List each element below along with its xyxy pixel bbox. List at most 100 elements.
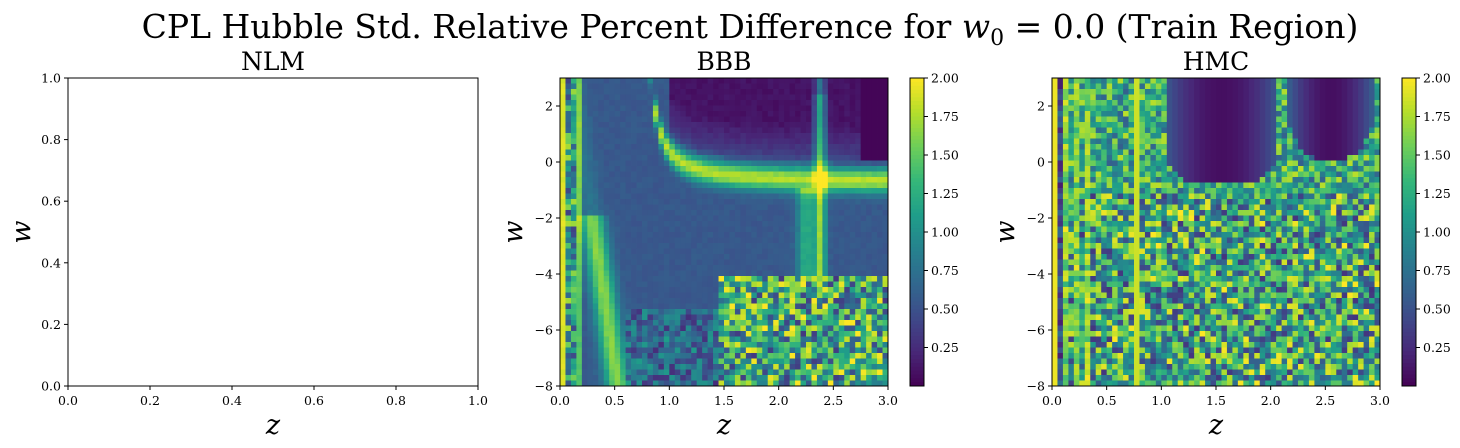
heat-cell bbox=[1325, 155, 1332, 161]
heat-cell bbox=[1194, 166, 1200, 172]
heat-cell bbox=[696, 309, 703, 315]
heat-cell bbox=[860, 353, 867, 359]
heat-cell bbox=[669, 254, 676, 260]
heat-cell bbox=[1095, 116, 1102, 123]
heat-cell bbox=[767, 204, 774, 211]
heat-cell bbox=[789, 325, 796, 332]
heat-cell bbox=[784, 270, 790, 277]
heat-cell bbox=[882, 89, 889, 95]
heat-cell bbox=[1226, 116, 1233, 123]
heat-cell bbox=[1248, 193, 1255, 200]
heat-cell bbox=[1369, 160, 1375, 167]
heat-cell bbox=[669, 111, 676, 117]
heat-cell bbox=[734, 276, 741, 282]
heat-cell bbox=[734, 353, 741, 359]
heat-cell bbox=[767, 380, 774, 387]
heat-cell bbox=[565, 237, 572, 244]
heat-cell bbox=[560, 276, 566, 282]
heat-cell bbox=[773, 94, 780, 101]
heat-cell bbox=[789, 182, 796, 189]
heat-cell bbox=[860, 221, 867, 227]
colorbar-segment bbox=[910, 93, 924, 98]
heat-cell bbox=[718, 292, 725, 299]
heat-cell bbox=[822, 166, 829, 172]
heat-cell bbox=[724, 138, 730, 145]
heat-cell bbox=[1095, 182, 1102, 189]
heat-cell bbox=[702, 380, 708, 387]
heat-cell bbox=[871, 221, 878, 227]
heat-cell bbox=[642, 232, 648, 238]
heat-cell bbox=[1369, 166, 1375, 172]
heat-cell bbox=[576, 193, 583, 200]
heat-cell bbox=[696, 83, 703, 90]
heat-cell bbox=[1144, 188, 1151, 194]
heat-cell bbox=[767, 369, 774, 376]
heat-cell bbox=[565, 160, 572, 167]
heat-cell bbox=[1112, 100, 1118, 106]
heat-cell bbox=[636, 78, 643, 84]
heat-cell bbox=[844, 287, 851, 293]
heat-cell bbox=[1319, 177, 1326, 183]
heat-cell bbox=[1243, 105, 1250, 112]
heat-cell bbox=[636, 149, 643, 156]
heat-cell bbox=[1095, 155, 1102, 161]
heat-cell bbox=[855, 210, 862, 216]
heat-cell bbox=[767, 270, 774, 277]
heat-cell bbox=[1166, 188, 1173, 194]
heat-cell bbox=[1084, 177, 1091, 183]
heat-cell bbox=[713, 276, 719, 282]
heat-cell bbox=[1226, 133, 1233, 139]
heat-cell bbox=[767, 237, 774, 244]
heat-cell bbox=[1210, 199, 1217, 205]
heat-cell bbox=[570, 298, 577, 304]
heat-cell bbox=[565, 353, 572, 359]
heat-cell bbox=[800, 111, 807, 117]
heat-cell bbox=[1347, 193, 1354, 200]
heat-cell bbox=[1221, 166, 1228, 172]
heat-cell bbox=[685, 193, 692, 200]
heat-cell bbox=[1347, 144, 1354, 150]
heat-cell bbox=[1166, 83, 1173, 90]
heat-cell bbox=[625, 342, 632, 348]
heat-cell bbox=[702, 193, 708, 200]
heat-cell bbox=[800, 320, 807, 326]
heat-cell bbox=[1319, 182, 1326, 189]
heat-cell bbox=[877, 347, 883, 354]
heat-cell bbox=[724, 369, 730, 376]
heat-cell bbox=[658, 298, 665, 304]
heat-cell bbox=[849, 353, 856, 359]
heat-cell bbox=[822, 105, 829, 112]
heat-cell bbox=[844, 171, 851, 178]
heat-cell bbox=[565, 182, 572, 189]
heat-cell bbox=[603, 122, 610, 128]
heat-cell bbox=[816, 144, 823, 150]
heat-cell bbox=[1073, 100, 1080, 106]
heat-cell bbox=[669, 303, 676, 310]
heat-cell bbox=[1341, 160, 1348, 167]
heat-cell bbox=[849, 122, 856, 128]
heat-cell bbox=[631, 144, 637, 150]
heat-cell bbox=[680, 83, 687, 90]
heat-cell bbox=[570, 281, 577, 288]
heat-cell bbox=[778, 364, 785, 370]
colorbar-tick-label: 0.75 bbox=[931, 263, 959, 278]
heat-cell bbox=[658, 182, 665, 189]
heat-cell bbox=[767, 215, 774, 222]
colorbar-segment bbox=[910, 262, 924, 268]
heat-cell bbox=[592, 364, 599, 370]
heat-cell bbox=[1188, 177, 1195, 183]
heat-cell bbox=[871, 232, 878, 238]
heat-cell bbox=[789, 116, 796, 123]
heat-cell bbox=[658, 270, 665, 277]
heat-cell bbox=[1155, 127, 1162, 134]
heat-cell bbox=[631, 364, 637, 370]
heat-cell bbox=[691, 270, 698, 277]
heat-cell bbox=[1243, 149, 1250, 156]
heat-cell bbox=[724, 342, 730, 348]
heat-cell bbox=[855, 193, 862, 200]
heat-cell bbox=[1166, 149, 1173, 156]
heat-cell bbox=[565, 375, 572, 381]
heat-cell bbox=[1374, 100, 1381, 106]
heat-cell bbox=[773, 171, 780, 178]
heat-cell bbox=[844, 336, 851, 343]
